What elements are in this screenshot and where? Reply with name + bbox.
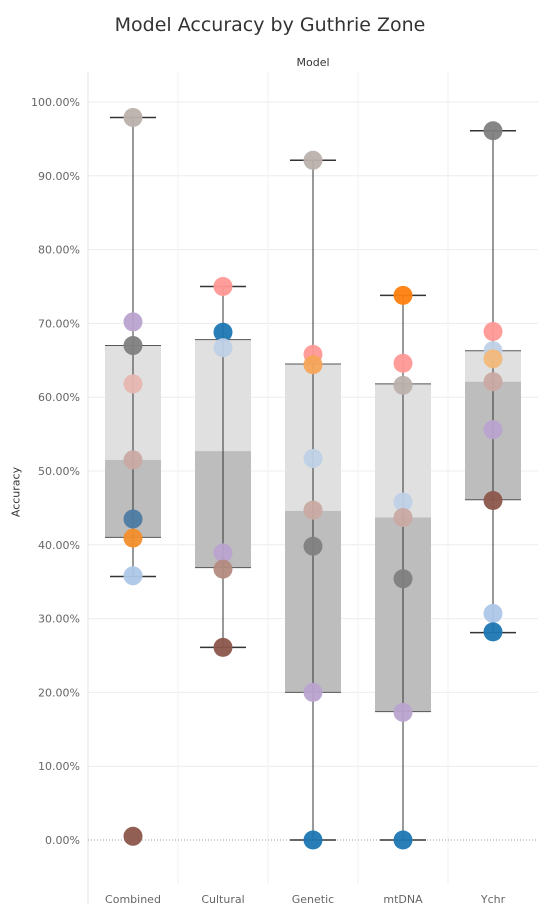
data-point bbox=[213, 637, 233, 657]
data-point bbox=[483, 420, 503, 440]
y-tick-label: 50.00% bbox=[38, 465, 80, 478]
x-tick-label: Genetic bbox=[292, 893, 334, 906]
data-point bbox=[483, 121, 503, 141]
data-point bbox=[213, 559, 233, 579]
y-tick-label: 10.00% bbox=[38, 760, 80, 773]
data-point bbox=[303, 536, 323, 556]
data-point bbox=[213, 338, 233, 358]
data-point bbox=[393, 507, 413, 527]
data-point bbox=[123, 566, 143, 586]
x-tick-label: Ychr bbox=[480, 893, 506, 906]
data-point bbox=[393, 375, 413, 395]
data-point bbox=[213, 543, 233, 563]
data-point bbox=[303, 150, 323, 170]
data-point bbox=[123, 374, 143, 394]
data-point bbox=[123, 336, 143, 356]
x-tick-label: Cultural bbox=[201, 893, 244, 906]
data-point bbox=[123, 509, 143, 529]
data-point bbox=[213, 322, 233, 342]
data-point bbox=[303, 355, 323, 375]
y-tick-label: 70.00% bbox=[38, 317, 80, 330]
x-tick-label: mtDNA bbox=[383, 893, 423, 906]
data-point bbox=[393, 492, 413, 512]
chart-title: Model Accuracy by Guthrie Zone bbox=[114, 14, 426, 36]
data-point bbox=[123, 312, 143, 332]
data-point bbox=[483, 622, 503, 642]
data-point bbox=[393, 353, 413, 373]
data-point bbox=[303, 682, 323, 702]
data-point bbox=[393, 702, 413, 722]
y-tick-label: 30.00% bbox=[38, 613, 80, 626]
data-point bbox=[123, 826, 143, 846]
data-point bbox=[303, 500, 323, 520]
data-point bbox=[123, 107, 143, 127]
column-header: Model bbox=[296, 56, 330, 69]
data-point bbox=[483, 349, 503, 369]
data-point bbox=[123, 450, 143, 470]
data-point bbox=[483, 603, 503, 623]
x-tick-label: Combined bbox=[105, 893, 161, 906]
data-point bbox=[393, 285, 413, 305]
y-tick-label: 100.00% bbox=[31, 96, 80, 109]
y-tick-label: 80.00% bbox=[38, 244, 80, 257]
data-point bbox=[393, 569, 413, 589]
data-point bbox=[303, 830, 323, 850]
y-tick-label: 60.00% bbox=[38, 391, 80, 404]
data-point bbox=[123, 528, 143, 548]
data-point bbox=[483, 491, 503, 511]
data-point bbox=[303, 448, 323, 468]
y-tick-label: 40.00% bbox=[38, 539, 80, 552]
data-point bbox=[483, 322, 503, 342]
data-point bbox=[483, 372, 503, 392]
y-tick-label: 0.00% bbox=[45, 834, 80, 847]
data-point bbox=[213, 277, 233, 296]
y-tick-label: 90.00% bbox=[38, 170, 80, 183]
data-point bbox=[393, 830, 413, 850]
y-tick-label: 20.00% bbox=[38, 686, 80, 699]
